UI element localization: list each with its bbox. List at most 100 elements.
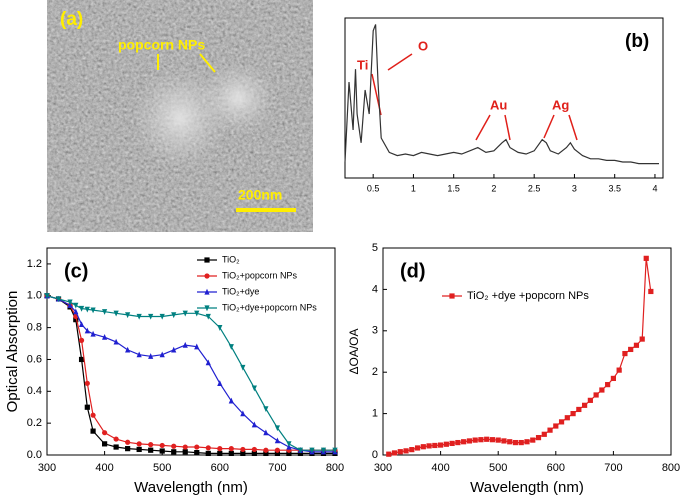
data-point — [217, 380, 223, 386]
data-point — [90, 428, 96, 434]
data-point — [455, 439, 461, 446]
data-point — [489, 437, 496, 443]
x-tick-label: 500 — [489, 462, 507, 474]
data-point — [159, 351, 165, 358]
data-point — [628, 346, 634, 353]
data-point — [102, 333, 108, 340]
data-point — [113, 436, 119, 442]
data-point — [148, 353, 154, 359]
x-tick-label: 400 — [95, 462, 113, 474]
data-point — [194, 310, 200, 317]
data-point — [530, 437, 536, 443]
data-point — [587, 397, 593, 403]
legend-label: TiO₂ +dye +popcorn NPs — [467, 290, 589, 302]
x-tick-label: 400 — [431, 462, 449, 474]
data-point — [148, 442, 154, 448]
pointer-arrow — [387, 53, 413, 71]
panel-label: (a) — [60, 9, 83, 30]
annotation: Au — [490, 97, 507, 112]
pointer-arrow — [504, 114, 511, 141]
x-tick-label: 1.5 — [447, 183, 460, 193]
data-point — [73, 317, 79, 323]
x-axis-label: Wavelength (nm) — [470, 479, 584, 496]
y-tick-label: 1.2 — [27, 258, 42, 270]
data-point — [228, 446, 234, 452]
data-point — [332, 447, 338, 454]
data-point — [204, 305, 210, 312]
pointer-arrow — [543, 114, 555, 139]
data-point — [204, 273, 210, 279]
x-tick-label: 500 — [153, 462, 171, 474]
data-point — [443, 441, 449, 447]
data-point — [205, 359, 211, 366]
data-point — [90, 307, 96, 314]
x-axis-label: Wavelength (nm) — [134, 479, 248, 496]
data-point — [102, 430, 108, 436]
x-tick-label: 300 — [38, 462, 56, 474]
data-point — [182, 449, 188, 455]
data-point — [171, 443, 177, 449]
x-tick-label: 1 — [411, 183, 416, 193]
data-point — [605, 382, 611, 388]
pointer-arrow — [199, 53, 216, 73]
x-tick-label: 4 — [652, 183, 657, 193]
data-point — [136, 441, 142, 447]
data-point — [84, 327, 90, 334]
data-point — [251, 385, 257, 392]
data-point — [541, 431, 547, 437]
x-tick-label: 800 — [326, 462, 344, 474]
data-point — [204, 257, 210, 263]
data-point — [274, 450, 280, 457]
data-point — [420, 444, 426, 450]
data-point — [73, 308, 79, 315]
data-point — [633, 342, 640, 348]
y-tick-label: 0.2 — [27, 417, 42, 429]
data-point — [466, 438, 472, 444]
data-point — [159, 448, 165, 454]
y-tick-label: 3 — [372, 325, 378, 337]
data-point — [148, 447, 154, 453]
data-point — [507, 439, 513, 445]
data-point — [102, 441, 108, 447]
data-point — [263, 429, 269, 436]
data-point — [228, 397, 234, 404]
y-tick-label: 0.0 — [27, 449, 42, 461]
data-point — [78, 356, 85, 363]
data-point — [67, 299, 73, 306]
panel-label: (d) — [400, 260, 426, 282]
data-point — [251, 421, 257, 428]
y-tick-label: 5 — [372, 242, 378, 254]
data-point — [484, 436, 490, 442]
data-point — [217, 450, 223, 457]
data-point — [228, 450, 234, 457]
data-point — [286, 450, 292, 457]
data-point — [286, 441, 292, 448]
data-point — [582, 402, 588, 408]
data-point — [84, 306, 90, 313]
data-point — [136, 313, 142, 320]
data-point — [274, 437, 280, 444]
series-line — [46, 295, 335, 454]
data-point — [449, 293, 455, 299]
annotation: Ag — [552, 97, 569, 112]
x-tick-label: 800 — [662, 462, 680, 474]
data-point — [297, 447, 304, 454]
plot-frame — [344, 17, 664, 179]
y-tick-label: 2 — [372, 366, 378, 378]
data-point — [113, 338, 119, 345]
data-point — [426, 443, 432, 449]
data-point — [478, 437, 484, 443]
data-point — [240, 450, 246, 457]
data-point — [438, 442, 444, 448]
series-line — [344, 24, 659, 165]
data-point — [599, 387, 605, 393]
data-point — [148, 313, 154, 320]
data-point — [205, 445, 211, 451]
annotation: popcorn NPs — [118, 37, 205, 53]
edx-annotations: Ti O Au Ag — [357, 38, 578, 141]
data-point — [113, 310, 119, 317]
legend-label: TiO₂+dye — [222, 286, 259, 296]
panel-label: (b) — [625, 31, 649, 52]
x-tick-label: 600 — [547, 462, 565, 474]
data-point — [102, 309, 108, 315]
